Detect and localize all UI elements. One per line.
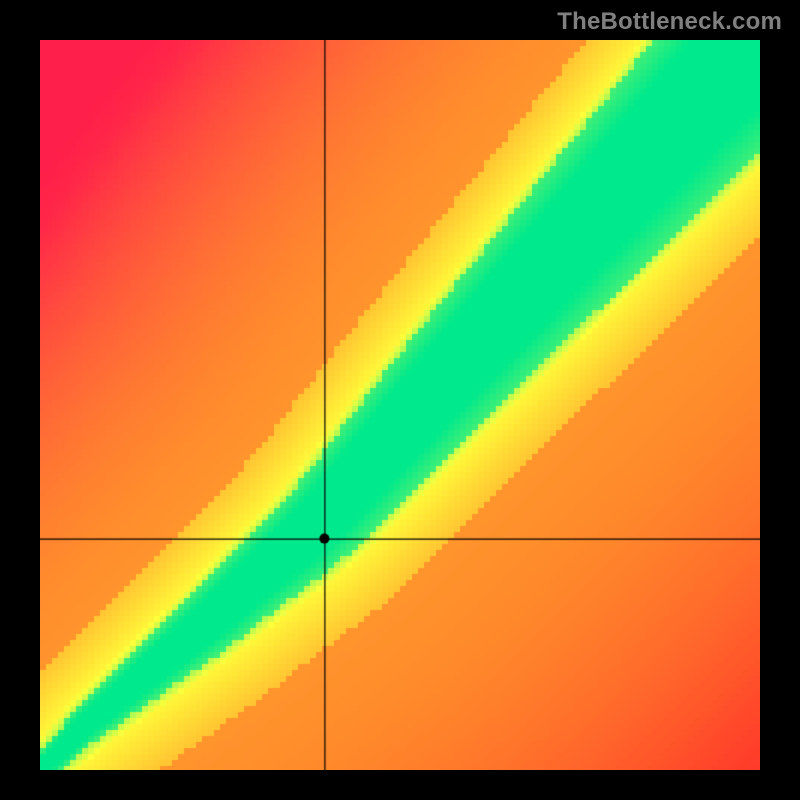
chart-container: TheBottleneck.com	[0, 0, 800, 800]
bottleneck-heatmap	[40, 40, 760, 770]
watermark-text: TheBottleneck.com	[557, 8, 782, 36]
